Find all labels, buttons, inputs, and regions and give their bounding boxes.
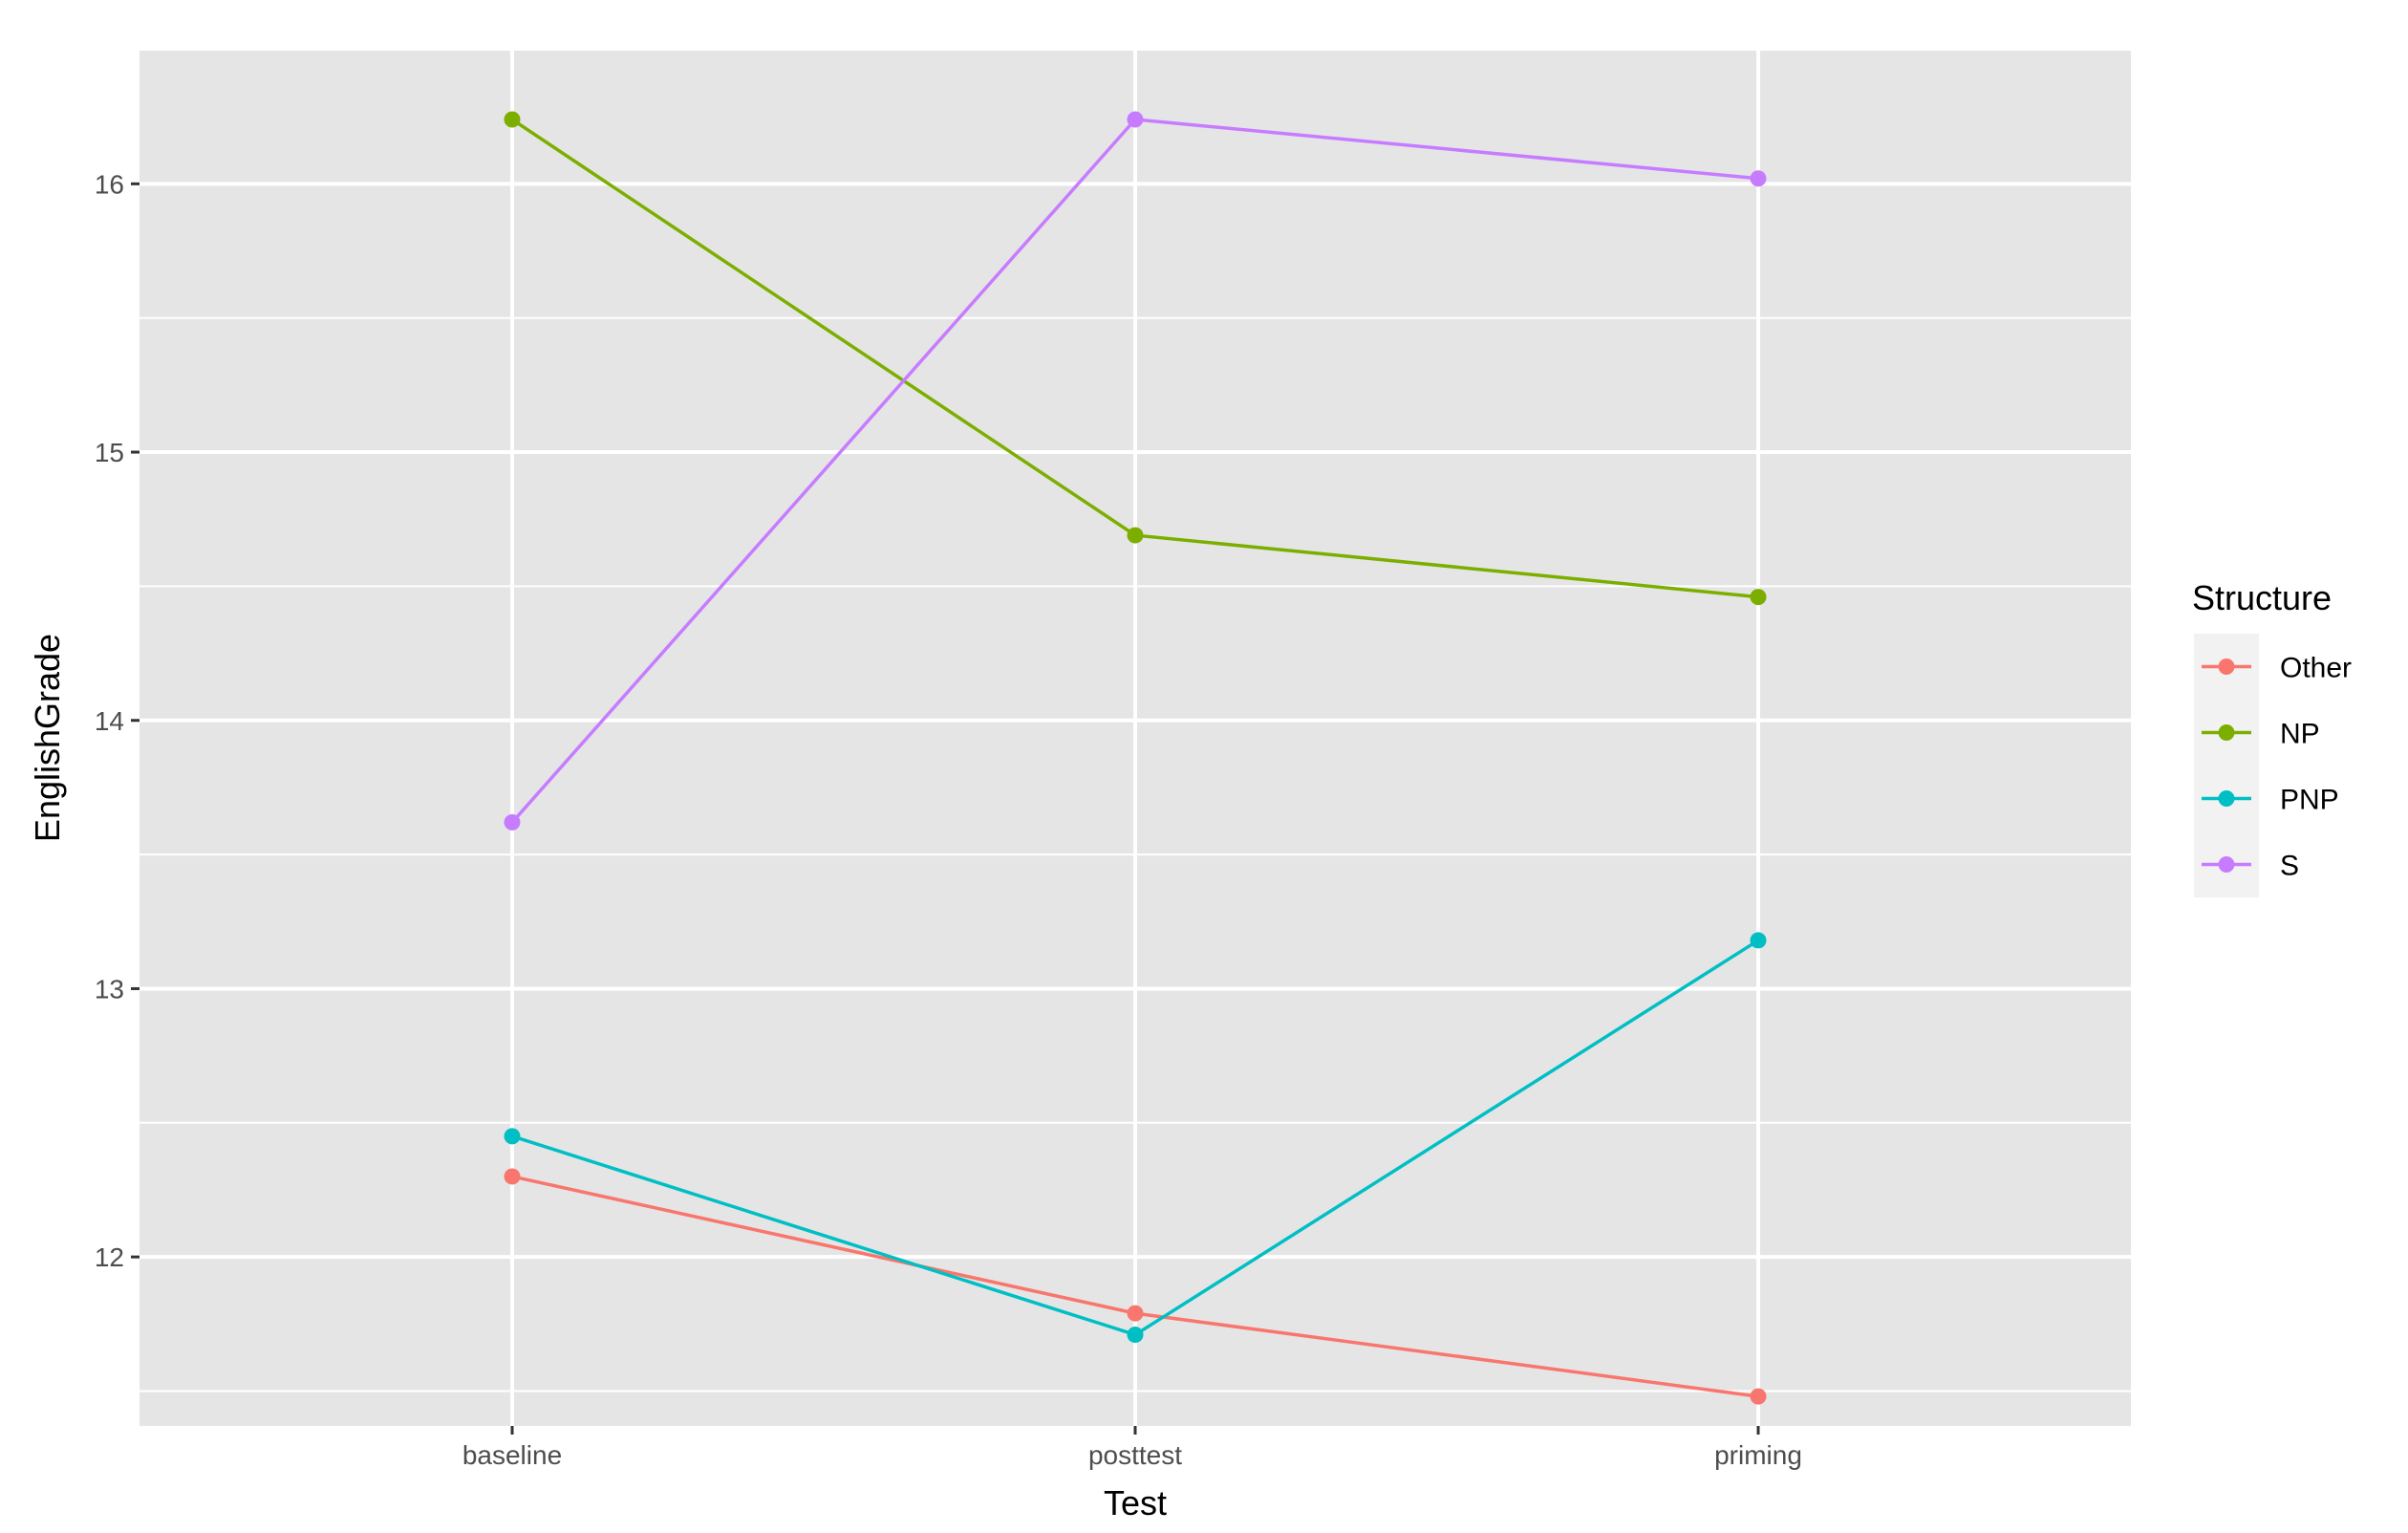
- y-tick-label: 12: [95, 1242, 124, 1272]
- data-point-np-priming: [1750, 589, 1767, 606]
- x-tick-label-baseline: baseline: [462, 1440, 562, 1470]
- data-point-pnp-posttest: [1127, 1327, 1144, 1344]
- legend-key-point-np: [2218, 724, 2235, 741]
- legend-label-other: Other: [2280, 653, 2352, 684]
- y-tick-label: 14: [95, 706, 124, 736]
- legend-key-point-other: [2218, 659, 2235, 675]
- data-point-pnp-baseline: [504, 1128, 521, 1145]
- y-axis-ticks: 12 13 14 15 16: [95, 169, 140, 1272]
- data-point-other-posttest: [1127, 1305, 1144, 1322]
- major-gridlines: [140, 50, 2131, 1426]
- legend-key-background: [2194, 634, 2259, 897]
- series-points: [504, 111, 1767, 1405]
- data-point-s-posttest: [1127, 111, 1144, 128]
- data-point-s-baseline: [504, 813, 521, 831]
- legend-key-point-pnp: [2218, 790, 2235, 807]
- y-tick-label: 13: [95, 974, 124, 1004]
- legend-key-point-s: [2218, 856, 2235, 873]
- x-tick-label-priming: priming: [1714, 1440, 1802, 1470]
- data-point-other-baseline: [504, 1168, 521, 1185]
- legend-title: Structure: [2192, 578, 2332, 617]
- y-tick-label: 16: [95, 169, 124, 199]
- data-point-np-baseline: [504, 111, 521, 128]
- x-axis-title: Test: [1104, 1483, 1167, 1522]
- legend-label-np: NP: [2280, 719, 2320, 750]
- y-tick-label: 15: [95, 438, 124, 467]
- y-axis-title: EnglishGrade: [28, 634, 67, 842]
- x-tick-label-posttest: posttest: [1088, 1440, 1182, 1470]
- legend-label-s: S: [2280, 851, 2299, 882]
- x-axis-ticks: baseline posttest priming: [462, 1426, 1802, 1470]
- data-point-pnp-priming: [1750, 932, 1767, 949]
- data-point-other-priming: [1750, 1388, 1767, 1405]
- data-point-s-priming: [1750, 170, 1767, 187]
- legend: Structure Other NP PNP S: [2192, 578, 2352, 897]
- legend-label-pnp: PNP: [2280, 785, 2339, 816]
- data-point-np-posttest: [1127, 527, 1144, 544]
- legend-items: Other NP PNP S: [2202, 653, 2352, 882]
